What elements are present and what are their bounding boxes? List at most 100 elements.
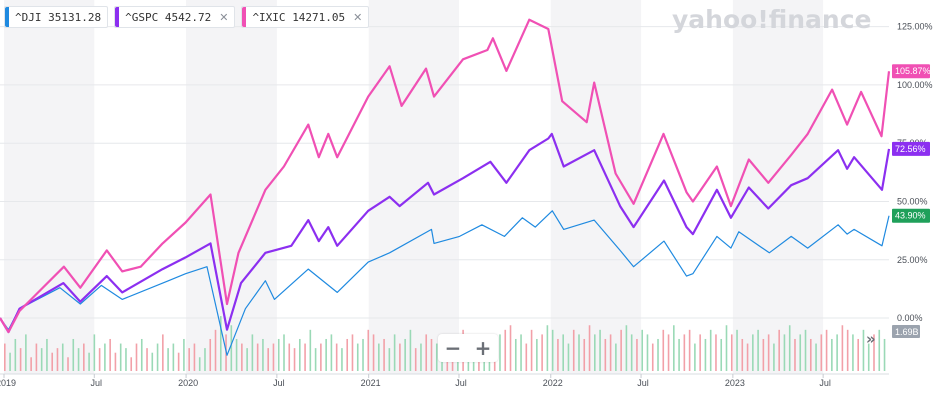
volume-bar: [162, 334, 164, 371]
legend-swatch-gspc: [115, 7, 120, 27]
volume-bar: [873, 334, 875, 371]
volume-bar: [299, 338, 301, 371]
volume-bar: [694, 343, 696, 371]
series-line-dji: [0, 210, 890, 356]
x-tick-label: 2023: [725, 378, 745, 388]
series-line-ixic: [0, 18, 891, 334]
volume-bar: [420, 343, 422, 371]
volume-bar: [341, 348, 343, 371]
volume-bar: [846, 329, 849, 371]
zoom-out-button[interactable]: −: [444, 336, 462, 360]
zoom-in-button[interactable]: +: [474, 336, 492, 360]
volume-bar: [778, 329, 780, 371]
x-tick-label: Jul: [455, 378, 467, 388]
close-icon[interactable]: ✕: [219, 10, 229, 24]
x-tick-label: 2019: [0, 378, 16, 388]
volume-bar: [620, 329, 622, 371]
volume-label-text: 1.69B: [895, 327, 919, 337]
volume-bar: [204, 348, 206, 371]
volume-bar: [330, 334, 333, 371]
volume-bar: [594, 334, 596, 371]
volume-bar: [351, 334, 354, 371]
volume-bar: [83, 343, 85, 371]
volume-bar: [183, 338, 185, 371]
volume-bar: [4, 343, 6, 371]
volume-bar: [583, 338, 586, 371]
volume-bar: [414, 348, 417, 371]
volume-bar: [293, 348, 296, 371]
volume-bar: [193, 343, 196, 371]
volume-bar: [799, 334, 802, 371]
volume-bar: [288, 343, 291, 371]
volume-bar: [857, 338, 859, 371]
volume-bar: [72, 338, 75, 371]
volume-bar: [46, 338, 48, 371]
volume-bar: [151, 352, 154, 371]
volume-label: 1.69B: [892, 325, 920, 338]
volume-bar: [741, 338, 744, 371]
volume-bar: [241, 343, 243, 371]
volume-bar: [156, 343, 159, 371]
volume-bar: [88, 352, 90, 371]
volume-bar: [578, 334, 580, 371]
volume-bar: [404, 338, 406, 371]
volume-bar: [852, 334, 854, 371]
x-axis-labels: 2019 Jul 2020 Jul 2021 Jul 2022 Jul 2023 Jul: [0, 373, 889, 388]
volume-bar: [140, 338, 143, 371]
volume-bar: [662, 329, 665, 371]
volume-bar: [514, 338, 517, 371]
background-band: [368, 0, 459, 374]
volume-bar: [783, 334, 786, 371]
volume-bar: [425, 334, 428, 371]
volume-bar: [546, 325, 549, 371]
end-label-ixic: 105.87%: [892, 64, 931, 79]
volume-bar: [746, 343, 749, 371]
volume-bar: [277, 338, 280, 371]
x-tick-label: Jul: [273, 378, 285, 388]
y-tick-label: 25.00%: [897, 255, 928, 265]
y-tick-label: 0.00%: [897, 313, 923, 323]
volume-bar: [304, 343, 306, 371]
volume-bar: [251, 334, 254, 371]
volume-bar: [651, 343, 654, 371]
legend-item-ixic[interactable]: ^IXIC 14271.05 ✕: [241, 6, 370, 28]
volume-bar: [725, 325, 728, 371]
volume-bar: [30, 357, 32, 371]
volume-bar: [177, 352, 180, 371]
y-tick-label: 125.00%: [897, 22, 933, 32]
volume-bar: [435, 343, 438, 371]
legend-item-gspc[interactable]: ^GSPC 4542.72 ✕: [114, 6, 236, 28]
volume-bar: [504, 329, 507, 371]
close-icon[interactable]: ✕: [353, 10, 363, 24]
volume-bar: [430, 338, 433, 371]
volume-bar: [599, 329, 601, 371]
expand-chevron-icon[interactable]: »: [866, 330, 876, 348]
end-label-dji: 43.90%: [892, 208, 930, 223]
volume-bar: [673, 325, 675, 371]
volume-bar: [636, 338, 638, 371]
volume-bar: [836, 334, 838, 371]
volume-bar: [230, 325, 233, 371]
volume-bar: [509, 325, 512, 371]
end-label-gspc: 72.56%: [892, 141, 930, 156]
volume-bar: [19, 348, 22, 371]
background-band: [550, 0, 642, 374]
volume-bar: [61, 343, 64, 371]
volume-bar: [346, 338, 349, 371]
legend-value-gspc: 4542.72: [164, 10, 212, 24]
legend-symbol-gspc: ^GSPC: [125, 10, 159, 24]
x-tick-label: 2020: [178, 378, 198, 388]
volume-bar: [104, 343, 106, 371]
volume-bar: [572, 329, 575, 371]
volume-bar: [604, 338, 607, 371]
volume-bar: [883, 338, 886, 371]
volume-bar: [683, 334, 686, 371]
volume-bar: [699, 334, 701, 371]
volume-bar: [615, 343, 617, 371]
volume-bar: [9, 352, 11, 371]
volume-bar: [536, 338, 538, 371]
legend-item-dji[interactable]: ^DJI 35131.28: [4, 6, 109, 28]
volume-bar: [383, 338, 385, 371]
volume-bar: [499, 334, 501, 371]
